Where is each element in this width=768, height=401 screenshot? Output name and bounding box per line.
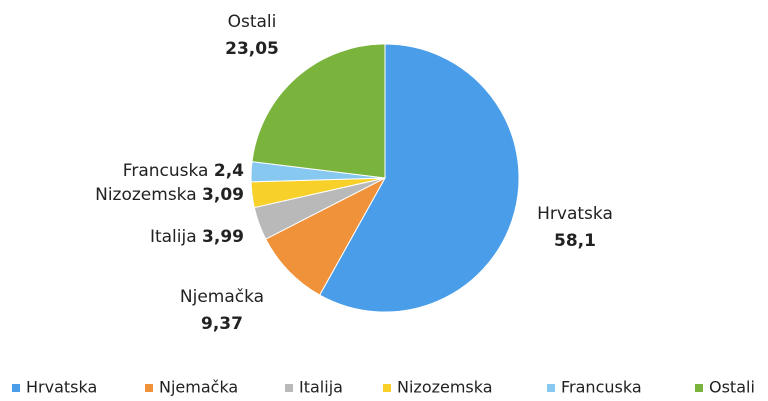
legend-swatch (547, 384, 555, 392)
data-label-value: 3,99 (202, 227, 244, 247)
data-label-value: 9,37 (201, 314, 243, 334)
legend-swatch (285, 384, 293, 392)
legend-label: Hrvatska (26, 378, 97, 397)
data-label-value: 3,09 (202, 185, 244, 205)
legend-swatch (695, 384, 703, 392)
data-label-value: 2,4 (214, 161, 244, 181)
data-label-value: 23,05 (225, 39, 279, 59)
data-label-name: Francuska (123, 161, 209, 181)
legend-label: Francuska (561, 378, 642, 397)
data-label: Francuska 2,4 (123, 161, 244, 181)
legend-label: Ostali (709, 378, 755, 397)
pie-slice (251, 43, 386, 179)
legend-swatch (383, 384, 391, 392)
pie-slice (265, 176, 387, 296)
legend-swatch (145, 384, 153, 392)
pie-slice (319, 43, 520, 313)
data-label-name: Nizozemska (95, 185, 197, 205)
data-label: Italija 3,99 (150, 227, 244, 247)
legend-label: Njemačka (159, 378, 238, 397)
data-label-name: Ostali (228, 12, 277, 32)
legend-label: Nizozemska (397, 378, 493, 397)
data-label-value: 58,1 (554, 231, 596, 251)
data-label-name: Hrvatska (537, 204, 613, 224)
legend-label: Italija (299, 378, 343, 397)
data-label-name: Italija (150, 227, 197, 247)
data-label-name: Njemačka (180, 287, 264, 307)
legend-swatch (12, 384, 20, 392)
data-label: Nizozemska 3,09 (95, 185, 244, 205)
